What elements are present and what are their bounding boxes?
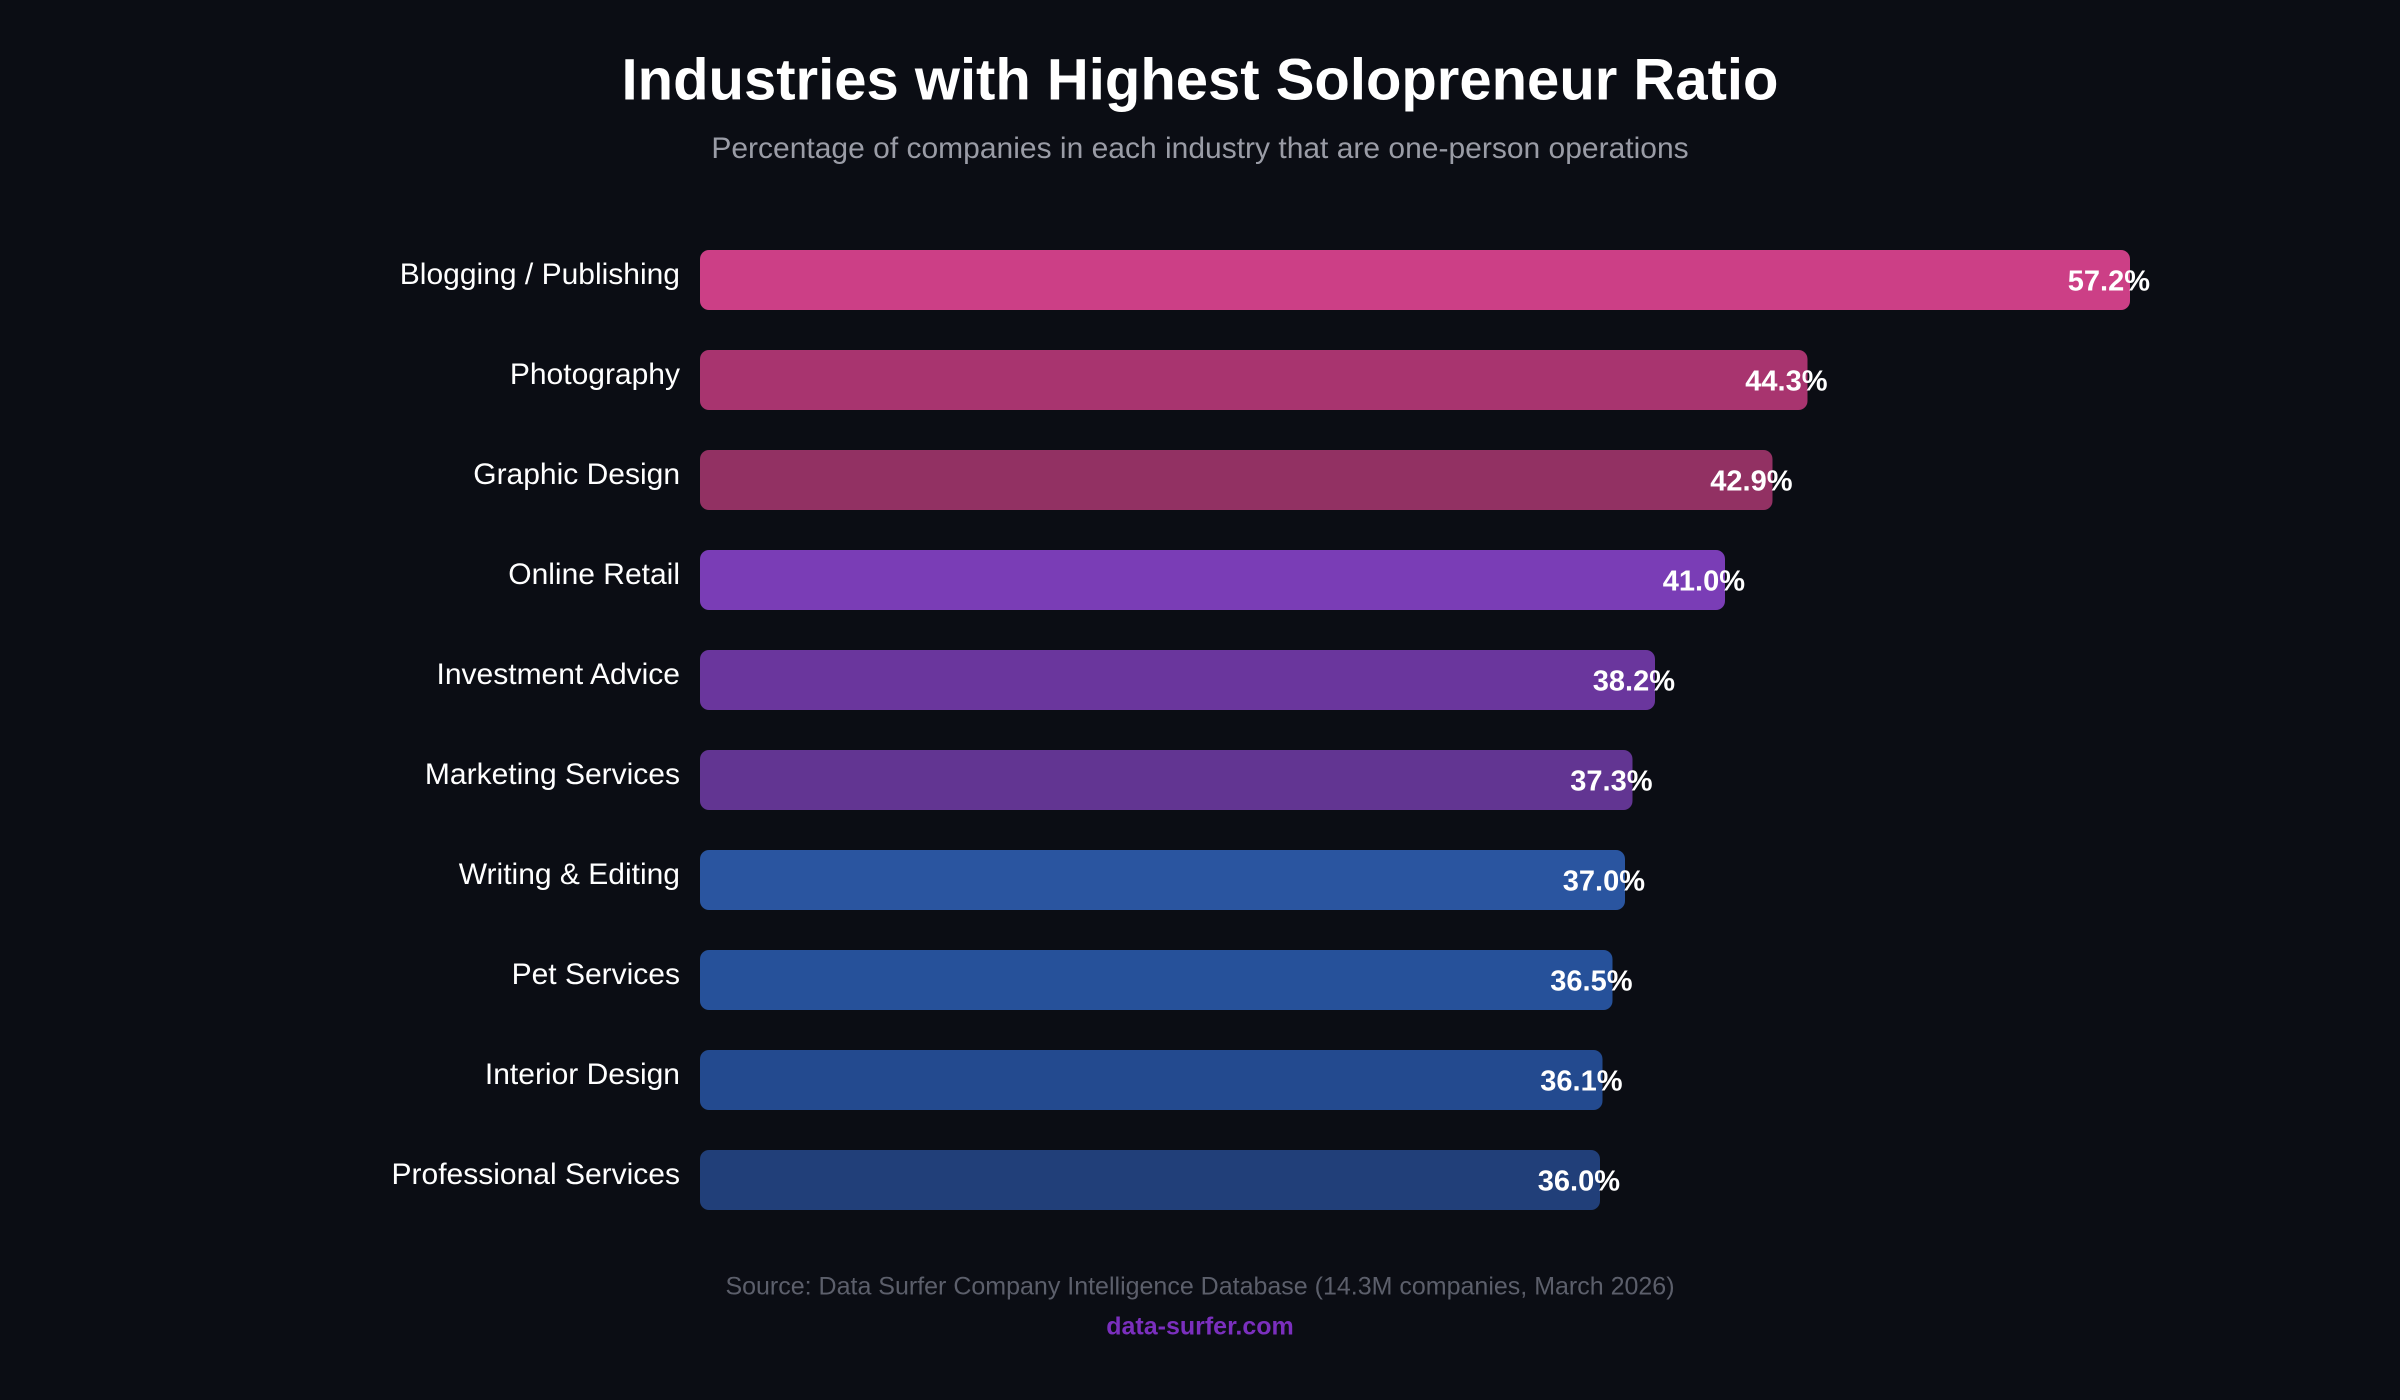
bar bbox=[700, 550, 1725, 610]
value-label: 42.9% bbox=[1710, 466, 1792, 498]
category-label: Blogging / Publishing bbox=[400, 258, 680, 291]
category-label: Investment Advice bbox=[437, 658, 680, 691]
value-label: 41.0% bbox=[1663, 566, 1745, 598]
bar bbox=[700, 650, 1655, 710]
value-label: 37.3% bbox=[1570, 766, 1652, 798]
source-note: Source: Data Surfer Company Intelligence… bbox=[725, 1273, 1674, 1301]
category-label: Marketing Services bbox=[425, 758, 680, 791]
chart-title: Industries with Highest Solopreneur Rati… bbox=[622, 47, 1779, 112]
bar bbox=[700, 850, 1625, 910]
category-label: Pet Services bbox=[512, 958, 680, 991]
bar bbox=[700, 1050, 1603, 1110]
value-label: 44.3% bbox=[1745, 366, 1827, 398]
category-label: Graphic Design bbox=[473, 458, 680, 491]
category-label: Interior Design bbox=[485, 1058, 680, 1091]
value-label: 37.0% bbox=[1563, 866, 1645, 898]
value-label: 38.2% bbox=[1593, 666, 1675, 698]
chart-subtitle: Percentage of companies in each industry… bbox=[711, 132, 1688, 165]
value-label: 36.0% bbox=[1538, 1166, 1620, 1198]
category-label: Professional Services bbox=[392, 1158, 680, 1191]
category-label: Writing & Editing bbox=[459, 858, 680, 891]
bar bbox=[700, 250, 2130, 310]
source-url[interactable]: data-surfer.com bbox=[1106, 1313, 1294, 1341]
value-label: 57.2% bbox=[2068, 266, 2150, 298]
value-label: 36.5% bbox=[1550, 966, 1632, 998]
category-label: Photography bbox=[510, 358, 680, 391]
bar bbox=[700, 950, 1613, 1010]
bar bbox=[700, 350, 1808, 410]
bar bbox=[700, 750, 1633, 810]
category-label: Online Retail bbox=[508, 558, 680, 591]
bar bbox=[700, 1150, 1600, 1210]
bar bbox=[700, 450, 1773, 510]
value-label: 36.1% bbox=[1540, 1066, 1622, 1098]
